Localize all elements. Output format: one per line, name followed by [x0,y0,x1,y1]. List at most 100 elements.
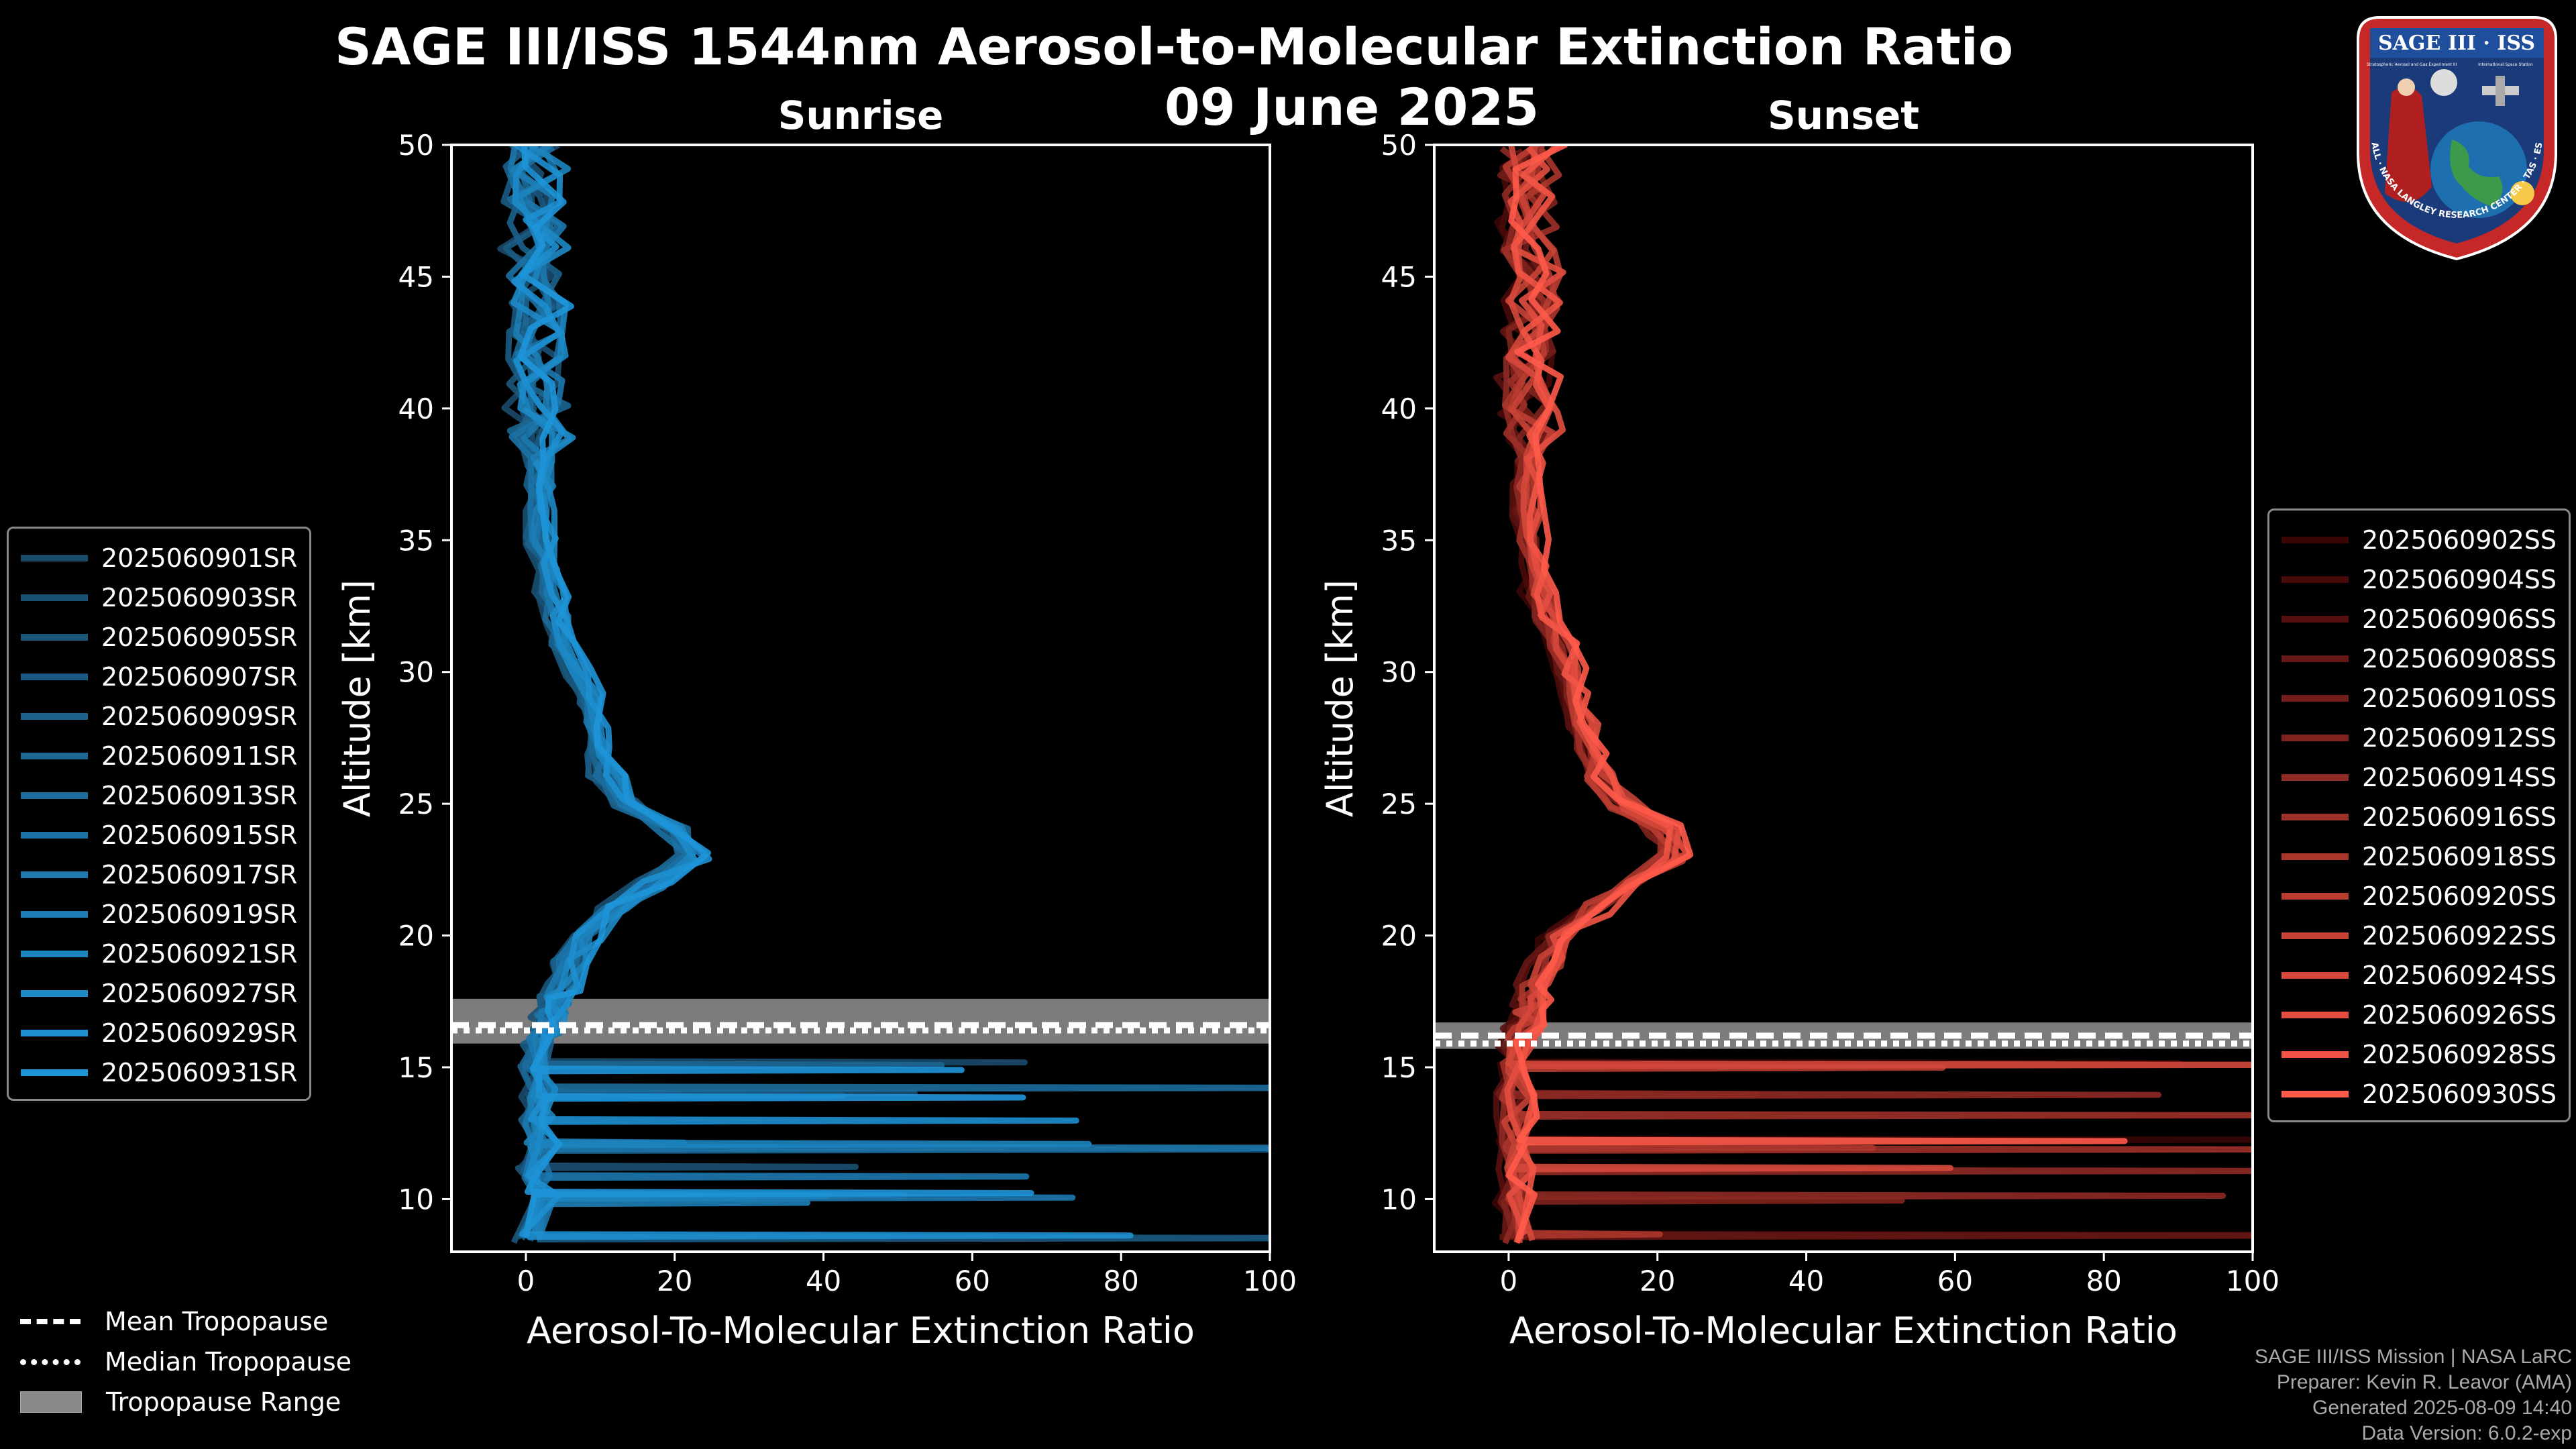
legend-item-2025060904SS: 2025060904SS [2282,559,2557,599]
sage-mission-logo: SAGE III · ISS Stratospheric Aerosol and… [2345,12,2557,261]
legend-label: 2025060915SR [101,820,298,850]
logo-subtitle-right: International Space Station [2478,62,2533,67]
sunrise-title: Sunrise [778,93,944,138]
sunrise-ytick-label: 10 [398,1183,434,1216]
legend-label: 2025060906SS [2362,604,2557,634]
sunrise-profiles [497,145,1270,1244]
legend-label: 2025060905SR [101,622,298,652]
legend-swatch [2282,536,2349,543]
sunrise-panel: 0 20 40 60 80 100 10 15 20 25 30 35 40 45 50 Sunrise Aer… [336,93,1297,1352]
legend-swatch [2282,892,2349,900]
legend-swatch [2282,576,2349,583]
sunrise-ytick-label: 40 [398,392,434,425]
legend-item-2025060926SS: 2025060926SS [2282,995,2557,1034]
sunset-ytick-label: 50 [1381,129,1417,162]
legend-label: 2025060901SR [101,543,298,573]
legend-swatch [21,989,88,997]
sunset-ytick-label: 40 [1381,392,1417,425]
legend-label: 2025060926SS [2362,1000,2557,1030]
sunset-legend: 2025060902SS 2025060904SS 2025060906SS 2025… [2267,508,2571,1122]
legend-label: 2025060904SS [2362,564,2557,594]
sunset-panel: 0 20 40 60 80 100 10 15 20 25 30 35 40 45 50 Sunset Aero… [1319,93,2279,1352]
legend-swatch [2282,1011,2349,1018]
sunset-xlabel: Aerosol-To-Molecular Extinction Ratio [1509,1309,2178,1352]
legend-item-2025060921SR: 2025060921SR [21,934,297,973]
legend-swatch [21,871,88,878]
sunrise-xlabel: Aerosol-To-Molecular Extinction Ratio [527,1309,1195,1352]
logo-subtitle-left: Stratospheric Aerosol and Gas Experiment… [2367,62,2457,67]
legend-label: 2025060927SR [101,978,298,1008]
legend-item-2025060901SR: 2025060901SR [21,538,297,578]
legend-label: 2025060920SS [2362,881,2557,911]
sunrise-xtick-label: 100 [1243,1265,1297,1297]
legend-item-2025060907SR: 2025060907SR [21,657,297,696]
earth-icon [2430,121,2527,218]
legend-item-2025060920SS: 2025060920SS [2282,876,2557,916]
range-swatch [20,1391,82,1413]
legend-item-2025060917SR: 2025060917SR [21,855,297,894]
tropopause-legend: Mean Tropopause Median Tropopause Tropop… [20,1301,352,1422]
legend-label: 2025060931SR [101,1057,298,1087]
legend-swatch [2282,813,2349,820]
sunrise-ytick-label: 50 [398,129,434,162]
sunrise-ytick-label: 25 [398,788,434,820]
legend-label: 2025060902SS [2362,525,2557,555]
legend-label: 2025060928SS [2362,1039,2557,1069]
moon-icon [2430,69,2457,96]
legend-item-2025060910SS: 2025060910SS [2282,678,2557,718]
legend-label: 2025060912SS [2362,722,2557,753]
sunrise-ytick-label: 20 [398,920,434,953]
sunset-series-2025060930SS [1505,145,2128,1244]
sunrise-ytick-label: 35 [398,524,434,557]
sunrise-tropopause-range [451,998,1270,1044]
sunrise-ytick-label: 30 [398,656,434,689]
footer-credits: SAGE III/ISS Mission | NASA LaRC Prepare… [2255,1344,2572,1446]
sunset-xtick-label: 0 [1500,1265,1518,1297]
sunrise-xtick-label: 40 [806,1265,841,1297]
legend-swatch [21,594,88,601]
legend-swatch [21,831,88,839]
legend-tropopause-range: Tropopause Range [20,1382,352,1422]
legend-item-2025060906SS: 2025060906SS [2282,599,2557,639]
sunset-ytick-label: 25 [1381,788,1417,820]
legend-label: 2025060929SR [101,1018,298,1048]
scientist-figure [2385,87,2432,202]
legend-label: 2025060903SR [101,582,298,612]
legend-item-2025060922SS: 2025060922SS [2282,916,2557,955]
legend-swatch [21,910,88,918]
logo-title: SAGE III · ISS [2378,32,2535,55]
legend-item-2025060909SR: 2025060909SR [21,696,297,736]
sunset-series-2025060928SS [1511,145,1674,1240]
legend-label: 2025060910SS [2362,683,2557,713]
legend-swatch [21,673,88,680]
legend-label: 2025060916SS [2362,802,2557,832]
sunrise-xtick-label: 60 [955,1265,990,1297]
sunrise-ytick-label: 45 [398,260,434,293]
sunrise-legend: 2025060901SR 2025060903SR 2025060905SR 2025… [7,527,312,1101]
legend-item-2025060903SR: 2025060903SR [21,578,297,617]
legend-swatch [21,1029,88,1036]
legend-label: 2025060917SR [101,859,298,890]
legend-label: 2025060919SR [101,899,298,929]
legend-mean-tropopause: Mean Tropopause [20,1301,352,1342]
sunrise-xtick-label: 0 [517,1265,535,1297]
sunset-ytick-label: 30 [1381,656,1417,689]
sunset-axes-frame [1433,144,2254,1253]
sunset-xtick-label: 60 [1937,1265,1973,1297]
sunset-ylabel: Altitude [km] [1319,580,1361,817]
legend-swatch [21,752,88,759]
footer-version: Data Version: 6.0.2-exp [2361,1422,2572,1444]
legend-item-2025060914SS: 2025060914SS [2282,757,2557,797]
sunset-ytick-label: 35 [1381,524,1417,557]
sunset-ytick-label: 20 [1381,920,1417,953]
sunrise-xtick-label: 20 [657,1265,692,1297]
legend-label: 2025060909SR [101,701,298,731]
legend-item-2025060918SS: 2025060918SS [2282,837,2557,876]
legend-label: 2025060930SS [2362,1079,2557,1109]
footer-mission: SAGE III/ISS Mission | NASA LaRC [2255,1346,2572,1368]
sunset-ytick-label: 15 [1381,1051,1417,1084]
legend-swatch [21,1069,88,1076]
legend-item-2025060902SS: 2025060902SS [2282,520,2557,559]
legend-label: 2025060908SS [2362,643,2557,674]
